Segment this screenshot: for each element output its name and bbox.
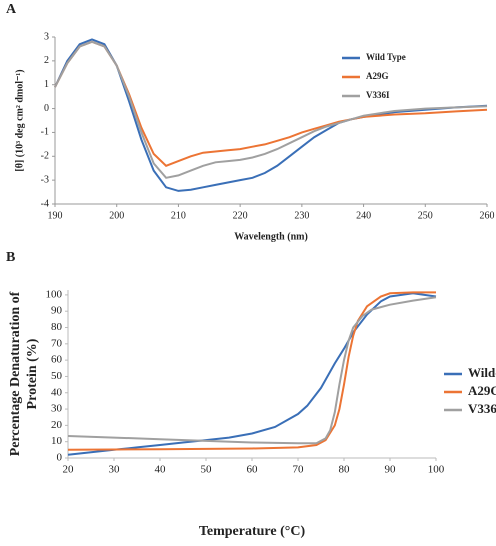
x-axis-label: Temperature (°C): [199, 524, 306, 539]
x-tick-label: 60: [247, 464, 259, 476]
x-tick-label: 100: [428, 464, 445, 476]
panel-label: A: [6, 2, 17, 17]
y-tick-label: 2: [44, 55, 49, 66]
y-tick-label: -3: [41, 174, 49, 185]
x-axis-label: Wavelength (nm): [234, 231, 308, 242]
y-tick-label: 50: [51, 370, 63, 382]
x-tick-label: 210: [171, 210, 186, 221]
legend-label: A29G: [468, 383, 496, 398]
y-tick-label: -1: [41, 127, 49, 138]
y-tick-label: -2: [41, 151, 49, 162]
series-line: [54, 40, 488, 167]
y-axis-label: Protein (%): [25, 338, 40, 409]
legend-label: V336I: [468, 401, 496, 416]
y-tick-label: 0: [44, 103, 49, 114]
x-tick-label: 20: [63, 464, 75, 476]
x-tick-label: 200: [109, 210, 124, 221]
y-tick-label: 20: [51, 419, 63, 431]
y-tick-label: 10: [51, 435, 63, 447]
y-tick-label: 90: [51, 305, 63, 317]
y-tick-label: -4: [41, 198, 49, 209]
y-tick-label: 40: [51, 386, 63, 398]
y-axis-label: Percentage Denaturation of: [8, 291, 23, 456]
legend-label: Wild-Type: [468, 365, 496, 380]
panel-label: B: [6, 250, 15, 265]
x-tick-label: 220: [233, 210, 248, 221]
x-tick-label: 70: [293, 464, 305, 476]
legend-label: Wild Type: [366, 52, 406, 62]
x-tick-label: 80: [339, 464, 351, 476]
y-tick-label: 80: [51, 321, 63, 333]
x-tick-label: 90: [385, 464, 397, 476]
y-tick-label: 70: [51, 337, 63, 349]
y-tick-label: 1: [44, 79, 49, 90]
series-line: [67, 291, 436, 451]
x-tick-label: 30: [109, 464, 121, 476]
y-tick-label: 100: [46, 288, 63, 300]
y-tick-label: 3: [44, 31, 49, 42]
x-tick-label: 50: [201, 464, 213, 476]
y-tick-label: 30: [51, 403, 63, 415]
series-line: [54, 38, 488, 192]
y-tick-label: 60: [51, 354, 63, 366]
x-tick-label: 190: [48, 210, 63, 221]
series-line: [67, 292, 437, 456]
x-tick-label: 260: [480, 210, 495, 221]
series-line: [67, 296, 437, 445]
series-line: [54, 40, 488, 179]
x-tick-label: 40: [155, 464, 167, 476]
legend-label: A29G: [366, 71, 389, 81]
x-tick-label: 250: [418, 210, 433, 221]
y-tick-label: 0: [57, 452, 63, 464]
x-tick-label: 240: [356, 210, 371, 221]
x-tick-label: 230: [294, 210, 309, 221]
legend-label: V336I: [366, 90, 390, 100]
y-axis-label: [θ] (10³ deg cm² dmol⁻¹): [14, 69, 25, 171]
